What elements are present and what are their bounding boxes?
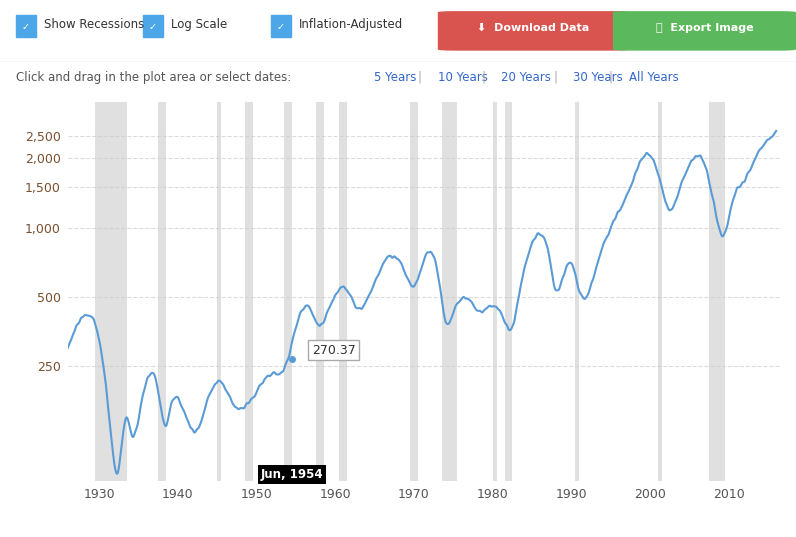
- Bar: [658, 102, 662, 481]
- Text: ✓: ✓: [276, 21, 284, 32]
- Text: Click and drag in the plot area or select dates:: Click and drag in the plot area or selec…: [16, 71, 291, 84]
- Text: |: |: [482, 71, 486, 84]
- Text: 🖼  Export Image: 🖼 Export Image: [656, 23, 753, 33]
- Text: |: |: [418, 71, 422, 84]
- Text: |: |: [609, 71, 613, 84]
- Bar: [96, 102, 127, 481]
- Bar: [217, 102, 221, 481]
- FancyBboxPatch shape: [438, 11, 629, 50]
- Text: Log Scale: Log Scale: [171, 18, 228, 31]
- Text: 10 Years: 10 Years: [438, 71, 488, 84]
- Text: 20 Years: 20 Years: [501, 71, 552, 84]
- Text: ✓: ✓: [21, 21, 29, 32]
- Text: 5 Years: 5 Years: [374, 71, 416, 84]
- FancyBboxPatch shape: [271, 16, 291, 37]
- Bar: [339, 102, 347, 481]
- Bar: [245, 102, 252, 481]
- Bar: [442, 102, 458, 481]
- Bar: [158, 102, 166, 481]
- Text: Jun, 1954: Jun, 1954: [261, 468, 323, 481]
- FancyBboxPatch shape: [16, 16, 36, 37]
- Bar: [709, 102, 725, 481]
- Bar: [410, 102, 418, 481]
- Text: ⬇  Download Data: ⬇ Download Data: [477, 23, 590, 33]
- Text: 30 Years: 30 Years: [573, 71, 622, 84]
- Text: ✓: ✓: [149, 21, 157, 32]
- FancyBboxPatch shape: [613, 11, 796, 50]
- Bar: [284, 102, 292, 481]
- Bar: [493, 102, 497, 481]
- Text: Show Recessions: Show Recessions: [44, 18, 144, 31]
- Bar: [576, 102, 579, 481]
- Text: Inflation-Adjusted: Inflation-Adjusted: [298, 18, 403, 31]
- Bar: [316, 102, 323, 481]
- Bar: [505, 102, 513, 481]
- FancyBboxPatch shape: [143, 16, 163, 37]
- Text: 270.37: 270.37: [312, 344, 356, 357]
- Text: All Years: All Years: [629, 71, 678, 84]
- Text: |: |: [553, 71, 557, 84]
